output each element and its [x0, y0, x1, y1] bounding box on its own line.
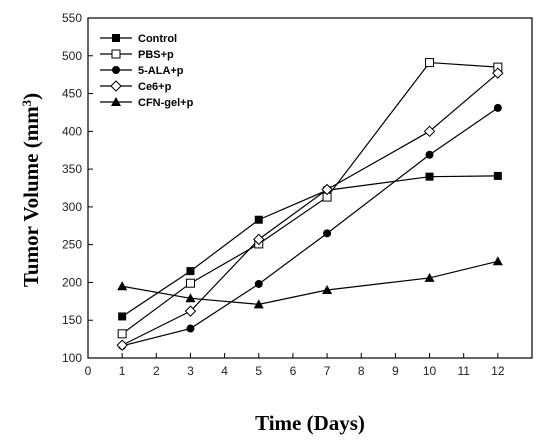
data-point-ce6-p	[492, 67, 504, 79]
x-tick-label: 4	[221, 364, 228, 378]
series-lines	[121, 61, 499, 347]
y-tick-label: 500	[62, 49, 82, 63]
data-point-cfn-gel-p	[117, 281, 128, 291]
y-tick-label: 200	[62, 275, 82, 289]
data-point-5-ala-p	[493, 103, 502, 112]
y-tick-label: 250	[62, 238, 82, 252]
y-tick-label: 400	[62, 124, 82, 138]
x-tick-label: 7	[324, 364, 331, 378]
data-point-control	[254, 215, 263, 224]
x-tick-label: 2	[153, 364, 160, 378]
y-axis-title: Tumor Volume (mm3)	[19, 93, 44, 287]
legend-marker-pbs-p	[111, 49, 121, 59]
data-point-cfn-gel-p	[424, 272, 435, 282]
data-point-pbs-p	[425, 58, 435, 68]
data-markers	[116, 58, 504, 351]
data-point-control	[118, 312, 127, 321]
data-point-control	[425, 172, 434, 181]
x-tick-label: 0	[85, 364, 92, 378]
data-point-5-ala-p	[323, 229, 332, 238]
data-point-ce6-p	[253, 233, 265, 246]
y-axis-title-close: )	[19, 93, 43, 100]
data-point-cfn-gel-p	[185, 293, 196, 303]
legend-marker-cfn-gel-p	[111, 97, 121, 106]
data-point-5-ala-p	[186, 324, 195, 333]
series-line-cfn-gel-p	[122, 260, 498, 305]
data-point-pbs-p	[185, 278, 195, 288]
axis-ticks: 0 1 2 3 4 5 6 7 8 9 10 11 12100150200250300350400450…	[62, 11, 505, 378]
y-axis-title-exponent: 3	[19, 99, 34, 106]
x-tick-label: 11	[457, 364, 470, 378]
legend: Control PBS+p 5-ALA+p Ce6+p CFN-gel+p	[100, 33, 194, 109]
y-tick-label: 350	[62, 162, 82, 176]
data-point-control	[186, 267, 195, 276]
series-line-5-ala-p	[122, 107, 499, 347]
data-point-pbs-p	[117, 329, 127, 339]
y-tick-label: 450	[62, 87, 82, 101]
y-tick-label: 150	[62, 313, 82, 327]
data-point-ce6-p	[184, 305, 197, 317]
legend-label-control: Control	[138, 33, 177, 45]
plot-frame	[87, 17, 533, 359]
x-tick-label: 8	[358, 364, 365, 378]
data-point-5-ala-p	[254, 279, 263, 288]
data-point-ce6-p	[116, 339, 128, 351]
x-tick-label: 12	[491, 364, 505, 378]
data-point-cfn-gel-p	[492, 256, 503, 266]
data-point-cfn-gel-p	[322, 285, 333, 294]
legend-marker-ce6-p	[110, 80, 122, 92]
x-tick-label: 10	[423, 364, 437, 378]
y-tick-label: 550	[62, 11, 82, 25]
x-tick-label: 9	[392, 364, 399, 378]
x-tick-label: 5	[255, 364, 262, 378]
series-line-control	[121, 175, 498, 317]
legend-marker-5-ala-p	[112, 66, 120, 74]
series-line-ce6-p	[121, 72, 499, 346]
x-tick-label: 3	[187, 364, 194, 378]
x-axis-title: Time (Days)	[255, 411, 365, 435]
legend-label-5-ala-p: 5-ALA+p	[138, 65, 184, 77]
data-point-cfn-gel-p	[253, 299, 264, 309]
x-tick-label: 1	[119, 364, 126, 378]
y-axis-title-main: Tumor Volume (mm	[19, 106, 43, 287]
y-tick-label: 300	[62, 200, 82, 214]
legend-label-pbs-p: PBS+p	[138, 49, 174, 61]
data-point-control	[493, 171, 502, 180]
legend-label-ce6-p: Ce6+p	[138, 81, 172, 93]
legend-label-cfn-gel-p: CFN-gel+p	[138, 97, 194, 109]
y-tick-label: 100	[62, 351, 82, 365]
data-point-5-ala-p	[425, 150, 434, 159]
data-point-ce6-p	[321, 183, 333, 196]
data-point-ce6-p	[423, 125, 436, 138]
legend-marker-control	[112, 34, 120, 42]
x-tick-label: 6	[290, 364, 297, 378]
series-line-pbs-p	[121, 61, 498, 335]
